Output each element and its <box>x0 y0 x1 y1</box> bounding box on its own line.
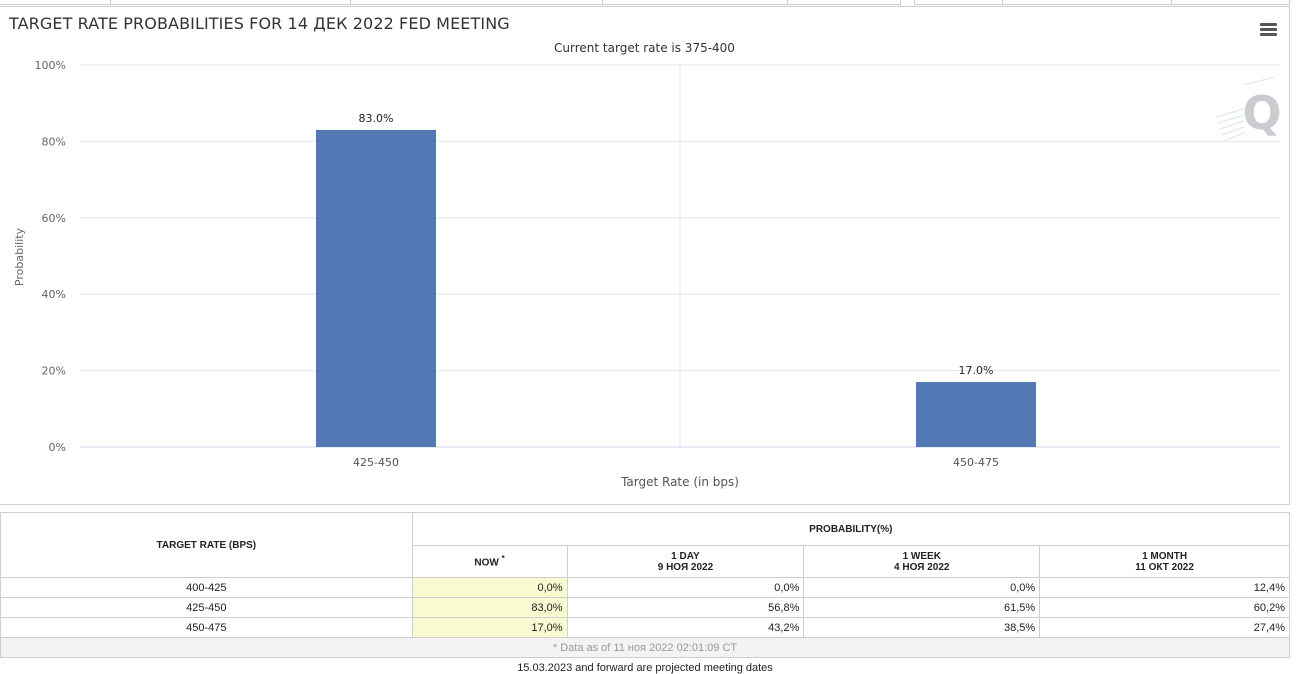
probability-table: TARGET RATE (BPS) PROBABILITY(%) NOW * 1… <box>0 512 1291 658</box>
bars: 83.0% 17.0% <box>316 112 1036 447</box>
x-axis-title: Target Rate (in bps) <box>620 475 739 489</box>
row-1-day: 0,0% <box>566 577 805 598</box>
y-tick-label: 0% <box>49 441 66 454</box>
chart-title: TARGET RATE PROBABILITIES FOR 14 ДЕК 202… <box>9 14 510 33</box>
y-axis-title: Probability <box>13 227 26 286</box>
tab-segment <box>0 0 111 5</box>
row-now: 17,0% <box>411 617 568 638</box>
bar-data-label: 83.0% <box>359 112 394 125</box>
row-now: 0,0% <box>411 577 568 598</box>
tab-segment <box>787 0 901 5</box>
header-1-day: 1 DAY 9 НОЯ 2022 <box>566 545 805 578</box>
y-tick-label: 40% <box>42 288 66 301</box>
row-1-day: 43,2% <box>566 617 805 638</box>
y-tick-label: 60% <box>42 212 66 225</box>
tab-segment <box>1171 0 1290 5</box>
header-target-rate: TARGET RATE (BPS) <box>0 512 413 578</box>
y-tick-label: 80% <box>42 135 66 148</box>
bar-data-label: 17.0% <box>959 364 994 377</box>
y-axis-ticks: 0% 20% 40% 60% 80% 100% <box>35 59 66 454</box>
table-note-row: * Data as of 11 ноя 2022 02:01:09 CT <box>0 637 1290 658</box>
row-1-month: 12,4% <box>1039 577 1290 598</box>
row-1-month: 60,2% <box>1039 597 1290 618</box>
bar[interactable] <box>916 382 1036 447</box>
chart-panel: 0% 20% 40% 60% 80% 100% 83.0% 17.0% 425-450 450… <box>0 6 1290 505</box>
tab-segment <box>1001 0 1172 5</box>
header-1-month: 1 MONTH 11 ОКТ 2022 <box>1039 545 1290 578</box>
header-probability: PROBABILITY(%) <box>411 512 1291 546</box>
q-logo-icon: Q <box>1215 77 1282 142</box>
footer-note: 15.03.2023 and forward are projected mee… <box>517 662 773 674</box>
tab-segment <box>914 0 1003 5</box>
now-asterisk: * <box>501 554 505 564</box>
data-as-of-note: * Data as of 11 ноя 2022 02:01:09 CT <box>0 637 1290 658</box>
y-tick-label: 100% <box>35 59 66 72</box>
hamburger-menu-icon[interactable] <box>1260 23 1277 37</box>
row-rate: 425-450 <box>0 597 413 618</box>
table-row: 425-450 83,0% 56,8% 61,5% 60,2% <box>0 597 1290 618</box>
row-1-week: 38,5% <box>803 617 1041 638</box>
chart-plot: 0% 20% 40% 60% 80% 100% 83.0% 17.0% 425-450 450… <box>13 59 1280 489</box>
chart-subtitle: Current target rate is 375-400 <box>554 41 735 55</box>
tab-segment <box>350 0 603 5</box>
tab-segment <box>602 0 788 5</box>
table-row: 450-475 17,0% 43,2% 38,5% 27,4% <box>0 617 1290 638</box>
svg-text:Q: Q <box>1242 86 1281 140</box>
y-tick-label: 20% <box>42 365 66 378</box>
bar[interactable] <box>316 129 436 447</box>
row-1-month: 27,4% <box>1039 617 1290 638</box>
grid-lines <box>80 64 1280 448</box>
top-tab-strip <box>0 0 1297 6</box>
row-now: 83,0% <box>411 597 568 618</box>
row-rate: 400-425 <box>0 577 413 598</box>
table-row: 400-425 0,0% 0,0% 0,0% 12,4% <box>0 577 1290 598</box>
x-axis-ticks: 425-450 450-475 <box>353 456 999 469</box>
row-1-week: 0,0% <box>803 577 1041 598</box>
row-1-week: 61,5% <box>803 597 1041 618</box>
row-1-day: 56,8% <box>566 597 805 618</box>
header-1-week: 1 WEEK 4 НОЯ 2022 <box>803 545 1041 578</box>
row-rate: 450-475 <box>0 617 413 638</box>
x-tick-label: 450-475 <box>953 456 999 469</box>
tab-segment <box>110 0 351 5</box>
probability-table-wrap: TARGET RATE (BPS) PROBABILITY(%) NOW * 1… <box>0 512 1291 658</box>
x-tick-label: 425-450 <box>353 456 399 469</box>
header-now: NOW * <box>411 545 568 578</box>
